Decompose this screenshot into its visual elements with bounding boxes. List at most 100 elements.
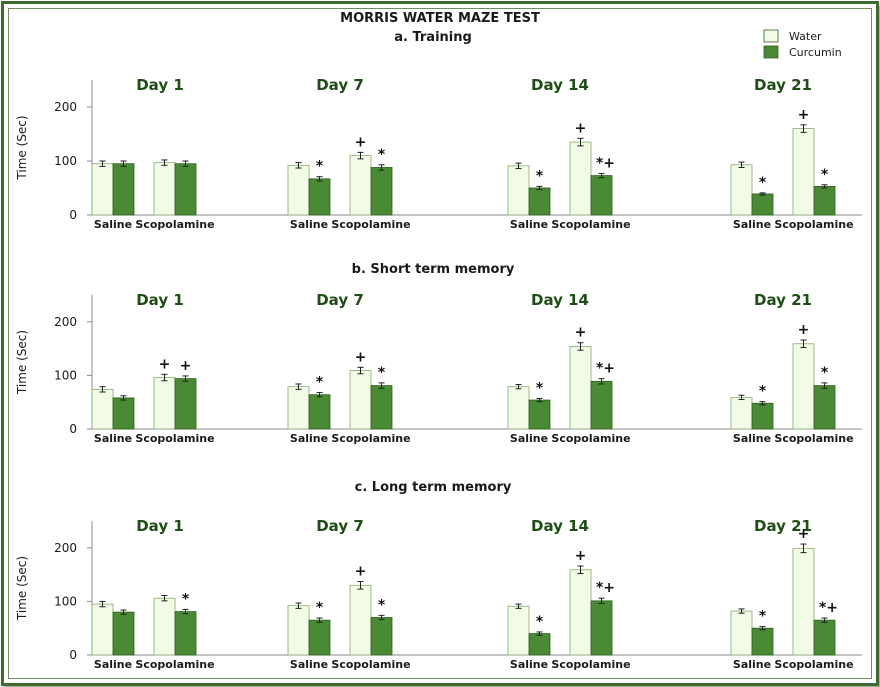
bar-curcumin [174,378,197,430]
significance-mark: + [355,349,367,365]
bar-water [730,164,753,216]
significance-mark: * [821,365,829,381]
day-label: Day 1 [136,291,184,309]
category-label: Scopolamine [551,218,630,231]
y-tick-label: 200 [54,315,77,329]
category-label: Saline [290,658,328,671]
bar-curcumin [112,397,135,430]
category-label: Saline [94,218,132,231]
day-label: Day 14 [531,291,589,309]
significance-mark: + [798,107,810,123]
y-tick-label: 100 [54,368,77,382]
category-label: Scopolamine [331,658,410,671]
category-label: Scopolamine [331,218,410,231]
category-label: Scopolamine [331,432,410,445]
legend-label-water: Water [789,30,822,43]
bar-water [792,547,815,656]
panel-title: c. Long term memory [355,480,512,495]
significance-mark: * [759,175,767,191]
bar-curcumin [370,385,393,430]
bar-curcumin [813,385,836,430]
bar-water [792,343,815,430]
significance-mark: * [182,591,190,607]
y-axis-label: Time (Sec) [15,556,29,621]
bar-water [569,141,592,216]
significance-mark: *+ [819,600,838,616]
legend-swatch-curcumin [763,45,779,59]
significance-mark: * [378,147,386,163]
bar-curcumin [308,178,331,216]
panel-title: b. Short term memory [352,262,515,277]
bar-water [349,584,372,656]
significance-mark: + [355,134,367,150]
bar-water [287,164,310,216]
bar-curcumin [370,617,393,656]
bar-water [507,605,530,656]
category-label: Scopolamine [774,432,853,445]
bar-curcumin [590,600,613,656]
bar-curcumin [174,611,197,656]
category-label: Saline [733,658,771,671]
category-label: Saline [94,658,132,671]
bar-curcumin [751,402,774,430]
bar-water [153,162,176,216]
bar-curcumin [751,627,774,656]
y-tick-label: 100 [54,594,77,608]
y-tick-label: 100 [54,154,77,168]
bar-water [507,165,530,216]
significance-mark: + [180,358,192,374]
bar-curcumin [590,380,613,430]
bar-curcumin [528,399,551,430]
category-label: Scopolamine [135,658,214,671]
bar-water [91,163,114,216]
category-label: Scopolamine [551,432,630,445]
bar-water [153,597,176,656]
significance-mark: *+ [596,361,615,377]
chart-frame-inner [8,8,872,679]
bar-curcumin [528,187,551,216]
day-label: Day 21 [754,76,812,94]
bar-curcumin [308,394,331,430]
category-label: Scopolamine [135,218,214,231]
category-label: Scopolamine [551,658,630,671]
bar-water [349,155,372,216]
significance-mark: * [316,159,324,175]
significance-mark: + [159,356,171,372]
bar-water [507,386,530,430]
bar-curcumin [174,163,197,216]
bar-curcumin [751,193,774,216]
chart-panel-2: b. Short term memory Time (Sec) 0 100 200 Day… [15,262,862,445]
bar-curcumin [813,619,836,656]
category-label: Saline [94,432,132,445]
significance-mark: * [536,614,544,630]
significance-mark: + [575,120,587,136]
y-tick-label: 0 [69,648,77,662]
day-label: Day 7 [316,291,364,309]
legend-swatch-water [763,29,779,43]
day-label: Day 7 [316,76,364,94]
bar-water [153,377,176,430]
significance-mark: + [798,526,810,542]
y-tick-label: 0 [69,422,77,436]
category-label: Scopolamine [135,432,214,445]
significance-mark: *+ [596,580,615,596]
bar-water [730,610,753,656]
bar-curcumin [813,185,836,216]
category-label: Saline [733,218,771,231]
bar-water [287,605,310,656]
category-label: Saline [510,658,548,671]
significance-mark: * [378,597,386,613]
significance-mark: + [575,548,587,564]
day-label: Day 1 [136,517,184,535]
bar-curcumin [112,163,135,216]
bar-water [91,388,114,430]
legend-label-curcumin: Curcumin [789,46,842,59]
category-label: Scopolamine [774,658,853,671]
bar-water [730,396,753,430]
significance-mark: * [316,600,324,616]
day-label: Day 21 [754,291,812,309]
day-label: Day 14 [531,76,589,94]
significance-mark: *+ [596,155,615,171]
